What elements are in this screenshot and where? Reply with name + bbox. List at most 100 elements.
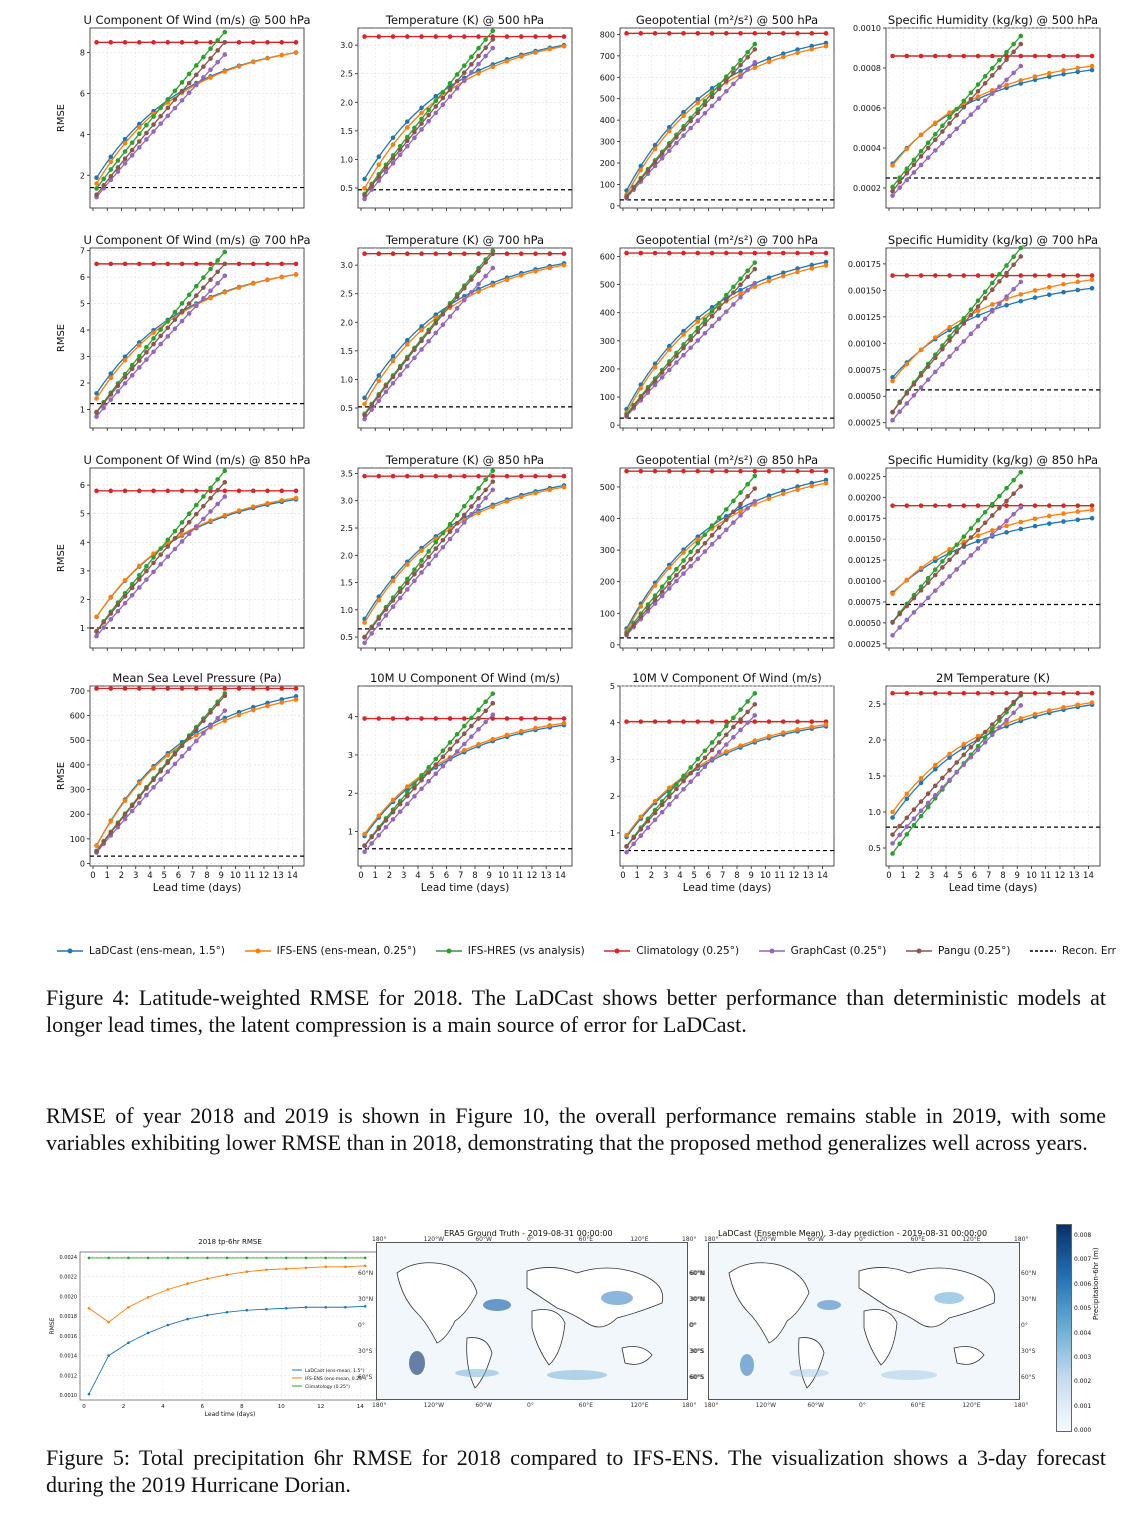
ifs-ens-point — [461, 747, 467, 753]
ifs-ens-point — [1089, 700, 1095, 705]
ladcast-point — [823, 259, 829, 265]
ladcast-point — [362, 176, 367, 182]
graphcast-point — [412, 794, 417, 799]
pangu-point — [890, 832, 895, 837]
ifs-ens-point — [1075, 509, 1081, 514]
climatology-point — [667, 31, 672, 36]
ifs-ens-point — [667, 565, 672, 570]
ladcast-point — [405, 337, 410, 343]
climatology-point — [709, 31, 715, 36]
climatology-point — [890, 273, 895, 278]
graphcast-point — [215, 280, 220, 286]
graphcast-point — [362, 640, 367, 646]
plot-frame — [357, 247, 573, 429]
tp-series-point — [206, 1256, 209, 1260]
graphcast-point — [483, 273, 488, 279]
ifs-ens-point — [250, 281, 256, 286]
climatology-point — [667, 250, 672, 256]
plot-frame — [619, 27, 835, 209]
map-lat-label-right: 60°N — [689, 1270, 705, 1277]
y-tick-label: 3.0 — [340, 41, 353, 50]
ladcast-point — [1061, 71, 1066, 77]
climatology-point — [1046, 53, 1052, 59]
climatology-point — [433, 251, 439, 257]
climatology-point — [766, 31, 772, 36]
ifs-hres-point — [997, 57, 1002, 63]
map-lon-label-top: 60°E — [578, 1236, 594, 1243]
graphcast-point — [681, 133, 686, 138]
pangu-point — [129, 366, 135, 372]
x-tick-label: 2 — [119, 871, 124, 881]
ifs-hres-point — [667, 575, 672, 581]
graphcast-point — [115, 608, 121, 614]
ifs-hres-point — [201, 54, 206, 60]
pangu-point — [108, 173, 114, 179]
graphcast-point — [731, 520, 736, 525]
ifs-hres-point — [702, 99, 708, 104]
graphcast-point — [1004, 518, 1009, 524]
climatology-point — [947, 273, 952, 278]
pangu-point — [469, 277, 474, 282]
climatology-point — [279, 686, 285, 691]
ifs-ens-point — [975, 533, 981, 538]
ifs-ens-point — [265, 277, 270, 283]
pangu-point — [631, 835, 636, 841]
ifs-ens-point — [1075, 702, 1081, 708]
pangu-point — [151, 777, 156, 783]
climatology-point — [695, 250, 701, 256]
ladcast-point — [1061, 519, 1066, 524]
y-tick-label: 200 — [600, 578, 615, 587]
ifs-ens-point — [947, 751, 952, 757]
ladcast-point — [652, 142, 658, 148]
ifs-ens-point — [1075, 279, 1081, 285]
legend-label: Recon. Err — [1062, 945, 1116, 957]
y-tick-label: 0.0016 — [60, 1334, 78, 1340]
y-tick-label: 600 — [70, 712, 85, 721]
tp-series-point — [344, 1256, 347, 1260]
x-tick-label: 8 — [240, 1404, 244, 1410]
map-lon-label-bottom: 0° — [527, 1402, 534, 1409]
pangu-point — [490, 479, 496, 484]
pangu-point — [412, 129, 417, 135]
pangu-point — [925, 791, 931, 796]
ifs-hres-point — [890, 184, 895, 190]
climatology-point — [293, 261, 299, 267]
climatology-point — [890, 503, 895, 508]
pangu-point — [208, 495, 213, 501]
climatology-point — [461, 251, 467, 257]
ladcast-point — [293, 694, 299, 699]
colorbar-tick-label: 0.008 — [1074, 1232, 1092, 1239]
legend-label: LaDCast (ens-mean, 1.5°) — [89, 945, 226, 957]
pangu-point — [716, 305, 722, 311]
graphcast-point — [193, 738, 199, 744]
graphcast-point — [745, 287, 750, 293]
tp-rmse-chart: 0.00100.00120.00140.00160.00180.00200.00… — [49, 1238, 381, 1418]
climatology-point — [250, 488, 256, 494]
pangu-point — [390, 809, 396, 815]
pangu-point — [997, 714, 1002, 720]
graphcast-point — [469, 289, 474, 295]
x-tick-label: 11 — [512, 871, 523, 881]
ladcast-point — [1089, 67, 1095, 73]
ifs-ens-point — [918, 565, 924, 571]
graphcast-point — [390, 817, 396, 822]
pangu-point — [490, 251, 496, 257]
graphcast-point — [997, 725, 1002, 730]
climatology-point — [419, 716, 424, 721]
ifs-hres-point — [201, 275, 206, 280]
graphcast-point — [652, 163, 658, 169]
ladcast-point — [738, 287, 743, 293]
subplot-title: U Component Of Wind (m/s) @ 850 hPa — [83, 453, 310, 467]
tp-y-axis-label: RMSE — [49, 1317, 56, 1334]
ifs-hres-point — [681, 342, 686, 347]
y-tick-label: 1.0 — [868, 808, 881, 817]
climatology-point — [752, 250, 758, 256]
graphcast-point — [419, 570, 424, 575]
ifs-hres-point — [745, 481, 750, 487]
pangu-point — [1011, 49, 1016, 55]
pangu-point — [172, 317, 178, 322]
graphcast-point — [702, 549, 708, 554]
ifs-hres-point — [440, 748, 446, 754]
ifs-hres-point — [716, 300, 722, 306]
